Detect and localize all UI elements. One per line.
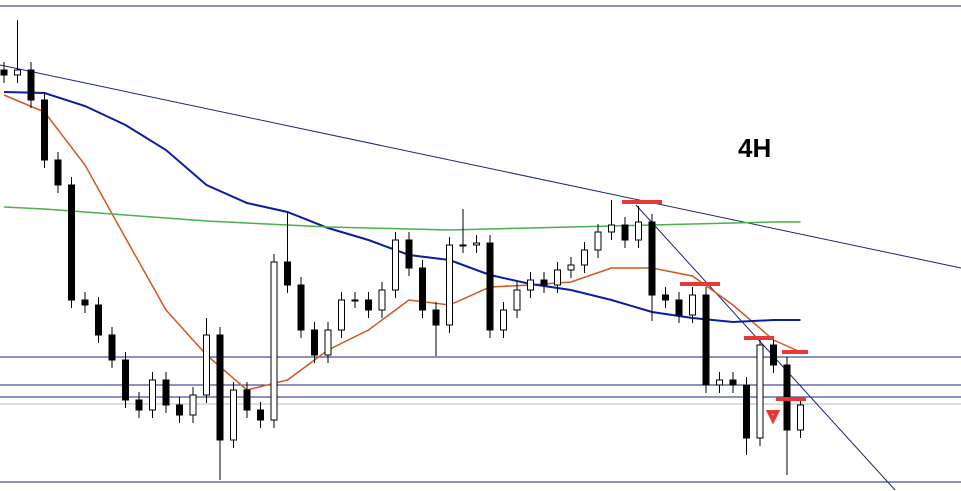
- moving-average: [3, 94, 801, 391]
- candle-body: [378, 289, 386, 311]
- candle-body: [230, 389, 237, 441]
- candle-body: [176, 404, 183, 416]
- candle-body: [54, 159, 62, 186]
- candle-body: [567, 264, 575, 271]
- candle-body: [365, 299, 372, 311]
- candle-body: [797, 404, 804, 431]
- candle-body: [513, 289, 521, 311]
- candle-body: [68, 184, 75, 301]
- candle-body: [149, 379, 156, 411]
- candle-body: [608, 224, 615, 233]
- candle-body: [41, 99, 48, 161]
- candle-body: [743, 384, 750, 439]
- candle-body: [162, 379, 170, 406]
- candle-body: [189, 394, 197, 416]
- candle-body: [554, 269, 561, 286]
- candle-body: [257, 409, 264, 421]
- candle-body: [338, 299, 345, 331]
- candle-body: [311, 329, 318, 356]
- candle-body: [243, 389, 251, 411]
- moving-average: [3, 206, 801, 231]
- candle-body: [486, 242, 494, 331]
- candle-body: [527, 279, 534, 291]
- trend-line: [635, 204, 896, 491]
- candle-body: [284, 261, 291, 286]
- candle-body: [459, 244, 467, 247]
- candle-body: [702, 294, 710, 386]
- candle-body: [594, 231, 602, 251]
- moving-average: [3, 91, 801, 324]
- candle-body: [500, 309, 507, 331]
- candle-body: [0, 69, 8, 76]
- candle-body: [756, 344, 764, 439]
- candle-body: [689, 294, 696, 316]
- candle-body: [446, 244, 453, 326]
- candle-body: [473, 242, 480, 246]
- chart-title: 4H: [738, 133, 771, 163]
- candle-body: [716, 379, 723, 386]
- candle-body: [14, 69, 21, 76]
- candle-body: [122, 359, 129, 401]
- candle-body: [108, 334, 116, 361]
- candle-body: [135, 399, 143, 411]
- candle-body: [27, 69, 35, 101]
- trend-line: [0, 64, 961, 269]
- candle-body: [351, 299, 359, 302]
- marker-arrow: [765, 410, 781, 425]
- candle-body: [270, 261, 278, 421]
- candle-body: [392, 239, 399, 291]
- candle-body: [635, 221, 642, 241]
- candle-body: [297, 284, 305, 331]
- plot: [0, 20, 804, 480]
- candle-body: [648, 221, 656, 296]
- candle-body: [419, 267, 426, 311]
- candle-body: [729, 379, 737, 386]
- candle-body: [662, 294, 669, 301]
- candle-body: [405, 239, 413, 269]
- candle-body: [216, 334, 224, 441]
- candle-body: [621, 224, 629, 241]
- candle-body: [675, 299, 683, 316]
- candle-body: [81, 299, 89, 306]
- candle-body: [203, 334, 210, 396]
- candle-body: [432, 309, 440, 326]
- candle-body: [581, 249, 588, 266]
- candle-body: [95, 304, 102, 336]
- candle-body: [540, 279, 548, 286]
- candle-body: [324, 329, 332, 356]
- candle-body: [770, 344, 777, 366]
- markers: [622, 200, 808, 425]
